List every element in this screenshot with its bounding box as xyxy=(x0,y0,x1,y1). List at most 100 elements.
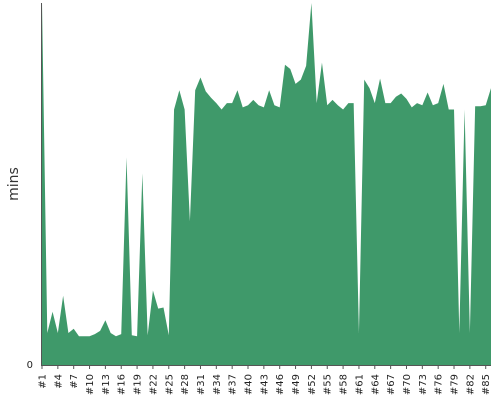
data-point-60 xyxy=(352,102,355,105)
x-tick-label: #37 xyxy=(228,374,239,395)
data-point-83 xyxy=(474,105,477,108)
data-point-16 xyxy=(120,333,123,336)
data-point-42 xyxy=(257,104,260,107)
data-point-54 xyxy=(320,61,323,64)
x-tick-label: #34 xyxy=(212,374,223,395)
data-point-41 xyxy=(252,98,255,101)
data-point-67 xyxy=(389,102,392,105)
x-tick-label: #79 xyxy=(450,374,461,395)
data-point-28 xyxy=(183,108,186,111)
data-point-24 xyxy=(162,306,165,309)
x-tick-label: #55 xyxy=(323,374,334,395)
data-point-51 xyxy=(305,64,308,67)
data-point-73 xyxy=(421,104,424,107)
x-tick-label: #64 xyxy=(370,374,381,395)
data-point-25 xyxy=(167,334,170,337)
data-point-35 xyxy=(220,108,223,111)
y-axis-title: mins xyxy=(6,167,22,201)
y-tick-label: 0 xyxy=(27,360,33,371)
data-point-26 xyxy=(173,108,176,111)
data-point-7 xyxy=(72,327,75,330)
data-point-79 xyxy=(453,108,456,111)
data-point-37 xyxy=(231,102,234,105)
data-point-86 xyxy=(490,87,493,90)
data-point-9 xyxy=(83,335,86,338)
data-point-64 xyxy=(373,102,376,105)
x-tick-label: #16 xyxy=(117,374,128,395)
data-point-15 xyxy=(114,335,117,338)
x-tick-label: #40 xyxy=(244,374,255,395)
data-point-49 xyxy=(294,82,297,85)
x-tick-label: #46 xyxy=(275,374,286,395)
data-point-63 xyxy=(368,87,371,90)
data-point-18 xyxy=(130,334,133,337)
data-point-19 xyxy=(136,335,139,338)
x-tick-label: #67 xyxy=(386,374,397,395)
x-tick-label: #43 xyxy=(259,374,270,395)
x-tick-label: #13 xyxy=(101,374,112,395)
x-tick-label: #52 xyxy=(307,374,318,395)
x-tick-label: #85 xyxy=(481,374,492,395)
data-point-27 xyxy=(178,89,181,92)
x-tick-label: #28 xyxy=(180,374,191,395)
x-tick-label: #22 xyxy=(148,374,159,395)
data-point-55 xyxy=(326,104,329,107)
data-point-12 xyxy=(99,329,102,332)
x-tick-label: #31 xyxy=(196,374,207,395)
data-point-3 xyxy=(51,310,54,313)
data-point-81 xyxy=(463,108,466,111)
data-point-32 xyxy=(204,90,207,93)
x-tick-label: #49 xyxy=(291,374,302,395)
data-point-22 xyxy=(151,289,154,292)
x-tick-label: #10 xyxy=(85,374,96,395)
data-point-21 xyxy=(146,334,149,337)
data-point-74 xyxy=(426,91,429,94)
data-point-46 xyxy=(278,106,281,109)
data-point-14 xyxy=(109,332,112,335)
data-point-33 xyxy=(210,96,213,99)
data-point-70 xyxy=(405,97,408,100)
data-point-77 xyxy=(442,82,445,85)
data-point-76 xyxy=(437,102,440,105)
data-point-31 xyxy=(199,76,202,79)
data-point-47 xyxy=(283,63,286,66)
data-point-52 xyxy=(310,2,313,5)
data-point-69 xyxy=(400,92,403,95)
data-point-11 xyxy=(93,333,96,336)
data-point-17 xyxy=(125,156,128,159)
data-point-20 xyxy=(141,172,144,175)
data-point-30 xyxy=(194,89,197,92)
plot-area xyxy=(42,2,493,365)
data-point-50 xyxy=(299,78,302,81)
data-point-72 xyxy=(416,102,419,105)
data-point-66 xyxy=(384,102,387,105)
data-point-10 xyxy=(88,335,91,338)
data-point-38 xyxy=(236,89,239,92)
data-point-34 xyxy=(215,102,218,105)
data-point-8 xyxy=(77,335,80,338)
data-point-23 xyxy=(157,307,160,310)
data-point-78 xyxy=(447,108,450,111)
x-tick-label: #1 xyxy=(38,374,49,389)
x-tick-label: #19 xyxy=(133,374,144,395)
data-point-61 xyxy=(357,332,360,335)
x-tick-label: #76 xyxy=(434,374,445,395)
data-point-6 xyxy=(67,332,70,335)
data-point-45 xyxy=(273,104,276,107)
x-tick-label: #58 xyxy=(339,374,350,395)
data-point-59 xyxy=(347,102,350,105)
data-point-85 xyxy=(484,104,487,107)
data-point-57 xyxy=(336,104,339,107)
data-point-39 xyxy=(241,106,244,109)
x-tick-label: #4 xyxy=(53,374,64,389)
data-point-68 xyxy=(394,95,397,98)
x-tick-label: #7 xyxy=(69,374,80,389)
data-point-48 xyxy=(289,68,292,71)
data-point-82 xyxy=(468,332,471,335)
data-point-65 xyxy=(379,77,382,80)
data-point-43 xyxy=(262,106,265,109)
data-point-71 xyxy=(410,106,413,109)
data-point-53 xyxy=(315,102,318,105)
x-tick-label: #25 xyxy=(164,374,175,395)
data-point-58 xyxy=(342,108,345,111)
